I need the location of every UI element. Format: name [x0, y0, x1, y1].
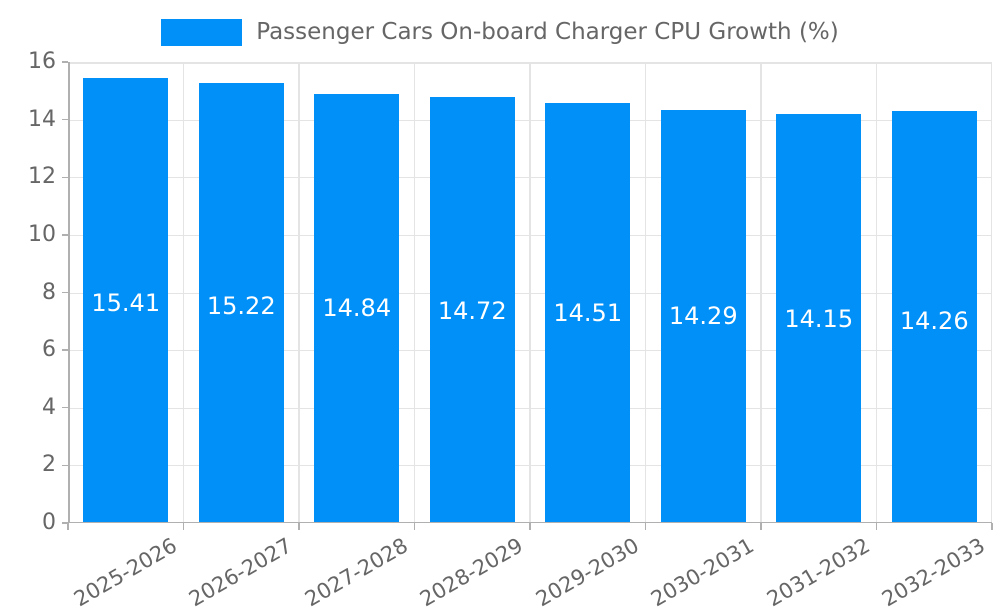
y-tick-mark [62, 349, 68, 351]
x-tick-mark [644, 523, 647, 530]
x-tick-mark [413, 523, 416, 530]
x-tick-label: 2026-2027 [185, 533, 297, 611]
x-tick-mark [67, 523, 69, 530]
y-tick-label: 2 [42, 452, 56, 478]
y-tick-mark [62, 291, 68, 294]
gridline-vertical [529, 62, 531, 523]
x-tick-mark [875, 523, 878, 530]
y-tick-mark [62, 176, 68, 178]
y-tick-mark [62, 118, 68, 121]
y-tick-mark [62, 61, 68, 63]
gridline-vertical [760, 62, 762, 523]
bar[interactable] [660, 109, 746, 522]
y-tick-mark [62, 407, 68, 409]
x-tick-label: 2029-2030 [531, 533, 643, 611]
x-tick-label: 2031-2032 [762, 533, 874, 611]
x-axis-tick-labels: 2025-2026 2026-2027 2027-2028 2028-2029 2029… [68, 523, 992, 611]
gridline-vertical [875, 62, 878, 523]
x-tick-label: 2028-2029 [416, 533, 528, 611]
plot-spine-top [68, 62, 992, 64]
y-tick-label: 6 [42, 337, 56, 363]
x-tick-mark [991, 523, 993, 530]
x-tick-mark [182, 523, 185, 530]
y-axis-spine [68, 62, 70, 523]
plot-spine-right [990, 62, 992, 523]
legend-swatch-series-0 [161, 18, 243, 46]
y-tick-mark [62, 464, 68, 467]
bar[interactable] [314, 93, 400, 522]
x-tick-label: 2025-2026 [69, 533, 181, 611]
bar[interactable] [429, 97, 515, 522]
y-tick-label: 14 [28, 106, 56, 132]
y-tick-label: 8 [42, 279, 56, 305]
y-tick-label: 10 [28, 221, 56, 247]
y-tick-label: 12 [28, 164, 56, 190]
x-tick-mark [760, 523, 762, 530]
gridline-vertical [644, 62, 647, 523]
x-tick-mark [298, 523, 300, 530]
x-tick-label: 2030-2031 [647, 533, 759, 611]
chart-legend: Passenger Cars On-board Charger CPU Grow… [0, 14, 1000, 50]
bar[interactable] [83, 77, 169, 522]
x-axis-spine [68, 521, 992, 523]
gridline-vertical [298, 62, 300, 523]
x-tick-label: 2027-2028 [300, 533, 412, 611]
y-tick-label: 4 [42, 394, 56, 420]
plot-area: 15.41 15.22 14.84 14.72 14.51 14.29 14.15 14.26 [62, 61, 993, 530]
bar[interactable] [198, 82, 284, 522]
y-tick-label: 0 [42, 510, 56, 535]
x-tick-mark [529, 523, 531, 530]
y-tick-label: 16 [28, 49, 56, 74]
bar[interactable] [891, 110, 977, 522]
bar[interactable] [545, 103, 631, 522]
y-tick-mark [62, 522, 68, 524]
gridline-vertical [413, 62, 416, 523]
y-axis-tick-labels: 0 2 4 6 8 10 12 14 16 [0, 51, 56, 534]
legend-label-series-0: Passenger Cars On-board Charger CPU Grow… [256, 18, 839, 45]
gridline-vertical [182, 62, 185, 523]
y-tick-mark [62, 234, 68, 236]
bar[interactable] [776, 113, 862, 522]
x-tick-label: 2032-2033 [878, 533, 990, 611]
